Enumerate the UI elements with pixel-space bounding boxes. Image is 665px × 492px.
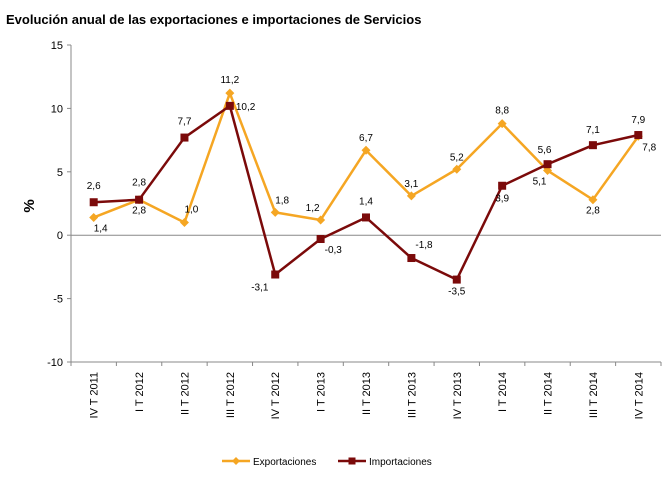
data-point xyxy=(361,145,371,155)
data-point xyxy=(271,270,280,279)
data-label: 3,9 xyxy=(495,194,509,205)
data-point xyxy=(588,141,597,150)
data-label: 11,2 xyxy=(220,75,239,86)
data-point xyxy=(406,191,416,201)
legend-item-exportaciones: Exportaciones xyxy=(222,457,316,468)
y-tick-label: 5 xyxy=(57,167,63,179)
data-label: 6,7 xyxy=(359,133,373,144)
x-tick-label: I T 2014 xyxy=(497,372,509,412)
data-label: 5,1 xyxy=(533,177,547,188)
data-point xyxy=(634,131,643,140)
y-tick-label: 0 xyxy=(57,230,63,242)
x-tick-label: IV T 2011 xyxy=(89,372,101,418)
y-tick-label: -5 xyxy=(53,294,63,306)
x-tick-label: III T 2013 xyxy=(406,372,418,418)
data-label: 2,6 xyxy=(87,181,101,192)
x-tick-label: I T 2012 xyxy=(134,372,146,412)
data-label: -1,8 xyxy=(415,240,433,251)
x-tick-label: II T 2012 xyxy=(179,372,191,415)
data-label: 7,9 xyxy=(631,115,645,126)
data-label: 2,8 xyxy=(132,178,146,189)
data-point xyxy=(407,254,416,263)
data-point xyxy=(497,119,507,129)
y-tick-label: 10 xyxy=(51,103,63,115)
x-tick-label: III T 2014 xyxy=(588,372,600,418)
x-tick-label: IV T 2012 xyxy=(270,372,282,419)
data-point xyxy=(270,207,280,217)
data-point xyxy=(225,101,234,110)
data-label: 2,8 xyxy=(132,206,146,217)
legend-marker xyxy=(348,457,356,465)
y-tick-label: 15 xyxy=(51,40,63,52)
data-point xyxy=(225,88,235,98)
data-point xyxy=(452,164,462,174)
series-line xyxy=(93,104,639,281)
data-labels-exportaciones: 1,4 2,8 1,0 11,2 1,8 1,2 6,7 3,1 5,2 8,8 5,1 2,8 7,8 xyxy=(94,75,657,234)
data-point xyxy=(543,166,553,176)
data-label: 1,8 xyxy=(275,195,289,206)
data-label: -3,5 xyxy=(448,287,466,298)
data-labels-importaciones: 2,6 2,8 7,7 10,2 -3,1 -0,3 1,4 -1,8 -3,5 3,9 5,6 7,… xyxy=(87,102,646,298)
data-point xyxy=(179,218,189,228)
data-label: 8,8 xyxy=(495,106,509,117)
data-label: 7,1 xyxy=(586,125,600,136)
data-point xyxy=(135,195,144,204)
data-label: 3,1 xyxy=(404,179,418,190)
data-label: 2,8 xyxy=(586,206,600,217)
data-label: 1,0 xyxy=(184,205,198,216)
x-tick-label: III T 2012 xyxy=(225,372,237,418)
y-axis-label: % xyxy=(21,199,38,212)
y-tick-label: -10 xyxy=(47,357,63,369)
data-point xyxy=(452,275,461,284)
data-point xyxy=(316,235,325,244)
legend-label: Exportaciones xyxy=(253,457,316,468)
data-point xyxy=(316,215,326,225)
legend-label: Importaciones xyxy=(369,457,432,468)
data-label: 5,2 xyxy=(450,152,464,163)
data-point xyxy=(362,213,370,222)
x-tick-label: IV T 2014 xyxy=(633,372,645,419)
data-label: 1,4 xyxy=(359,196,373,207)
data-label: 5,6 xyxy=(538,145,552,156)
data-label: 10,2 xyxy=(236,102,256,113)
data-point xyxy=(588,195,598,205)
axes: 15 10 5 0 -5 -10 IV T 2011 I T 2012 II T 2012 III… xyxy=(47,40,662,419)
data-label: 1,2 xyxy=(306,203,320,214)
data-label: -3,1 xyxy=(251,283,269,294)
x-tick-label: II T 2014 xyxy=(543,372,555,415)
x-tick-label: IV T 2013 xyxy=(452,372,464,419)
data-point xyxy=(498,181,507,190)
legend-marker xyxy=(232,457,240,465)
data-point xyxy=(180,133,189,142)
data-point xyxy=(543,160,552,169)
legend-item-importaciones: Importaciones xyxy=(338,457,432,468)
data-label: 1,4 xyxy=(94,223,108,234)
legend: Exportaciones Importaciones xyxy=(222,457,432,468)
x-tick-label: I T 2013 xyxy=(316,372,328,412)
chart-title: Evolución anual de las exportaciones e i… xyxy=(6,12,421,27)
series-layer: 1,4 2,8 1,0 11,2 1,8 1,2 6,7 3,1 5,2 8,8 5,1 2,8 7,8… xyxy=(87,75,657,297)
data-point xyxy=(89,198,98,207)
data-label: 7,8 xyxy=(642,142,656,153)
data-label: -0,3 xyxy=(325,245,343,256)
data-point xyxy=(89,212,99,222)
data-label: 7,7 xyxy=(178,117,192,128)
series-importaciones xyxy=(89,101,643,284)
x-tick-label: II T 2013 xyxy=(361,372,373,415)
